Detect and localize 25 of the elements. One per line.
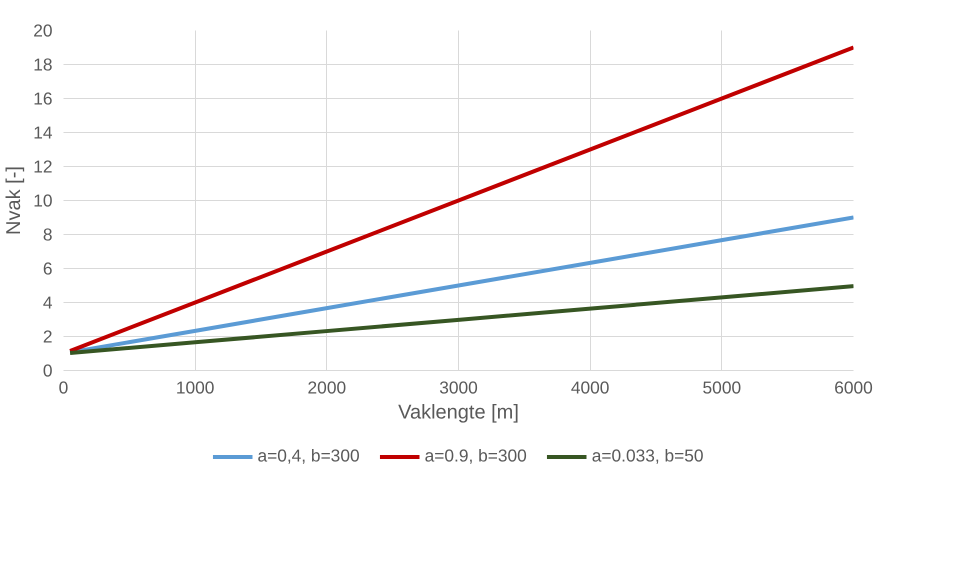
x-axis-title: Vaklengte [m] xyxy=(398,402,519,424)
x-tick-label: 0 xyxy=(58,378,68,398)
x-tick-label: 2000 xyxy=(308,378,346,398)
y-tick-label: 16 xyxy=(33,88,53,108)
y-tick-label: 14 xyxy=(33,122,53,142)
x-tick-label: 1000 xyxy=(176,378,214,398)
x-tick-label: 5000 xyxy=(702,378,742,398)
y-tick-label: 12 xyxy=(33,156,53,176)
legend-label: a=0.033, b=50 xyxy=(592,446,704,466)
y-tick-label: 0 xyxy=(42,360,53,380)
x-tick-label: 3000 xyxy=(439,378,478,398)
y-tick-label: 20 xyxy=(33,20,53,40)
x-tick-label: 4000 xyxy=(570,378,610,398)
y-tick-label: 2 xyxy=(42,326,53,346)
legend-label: a=0,4, b=300 xyxy=(257,446,360,466)
y-axis-title: Nvak [-] xyxy=(3,166,26,235)
y-tick-label: 6 xyxy=(42,258,53,278)
legend-label: a=0.9, b=300 xyxy=(424,446,527,466)
y-tick-label: 10 xyxy=(33,190,53,210)
y-tick-label: 4 xyxy=(42,292,53,312)
y-tick-label: 8 xyxy=(42,224,53,244)
line-series xyxy=(68,46,854,353)
y-tick-label: 18 xyxy=(33,54,53,74)
x-tick-label: 6000 xyxy=(834,378,873,398)
line-series xyxy=(68,284,854,355)
